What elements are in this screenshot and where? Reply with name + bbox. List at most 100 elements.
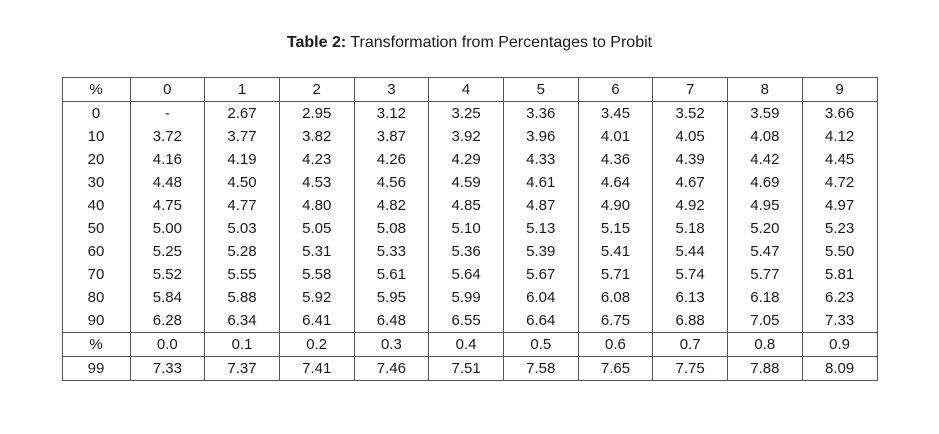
table-cell: 3.72 — [129, 125, 206, 149]
table-cell: 0 — [129, 77, 206, 103]
table-cell: 5.61 — [353, 263, 430, 287]
table-cell: 5.47 — [727, 240, 803, 264]
table-cell: 5.99 — [428, 286, 504, 310]
table-cell: % — [61, 332, 131, 358]
table-cell: 7.46 — [353, 356, 430, 381]
table-cell: 0.5 — [502, 332, 579, 358]
table-cell: 4.01 — [577, 125, 654, 149]
table-cell: 4.26 — [353, 148, 430, 172]
table-cell: 6.88 — [652, 309, 728, 333]
table-cell: 3.96 — [502, 125, 579, 149]
table-cell: 5.88 — [204, 286, 280, 310]
table-cell: 6.55 — [428, 309, 504, 333]
table-cell: 5.95 — [353, 286, 430, 310]
table-cell: 7.05 — [727, 309, 803, 333]
table-header-row: % 0 1 2 3 4 5 6 7 8 9 — [61, 77, 878, 103]
table-cell: 4.42 — [727, 148, 803, 172]
table-cell: 50 — [61, 217, 131, 241]
table-cell: 7 — [652, 77, 728, 103]
table-cell: 7.88 — [727, 356, 803, 381]
table-cell: 9 — [801, 77, 878, 103]
table-cell: 6.04 — [502, 286, 579, 310]
table-cell: 6.34 — [204, 309, 280, 333]
table-cell: 7.75 — [652, 356, 728, 381]
table-row: 30 4.48 4.50 4.53 4.56 4.59 4.61 4.64 4.67 4.69 4.… — [61, 171, 878, 195]
table-row: 10 3.72 3.77 3.82 3.87 3.92 3.96 4.01 4.05 4.08 4.… — [61, 125, 878, 149]
table-cell: 4.23 — [278, 148, 355, 172]
table-row: 0-2.67 2.95 3.12 3.25 3.36 3.45 3.52 3.59 3.66 — [61, 101, 878, 126]
table-cell: 5.64 — [428, 263, 504, 287]
table-cell: 3.77 — [204, 125, 280, 149]
table-cell: 4.08 — [727, 125, 803, 149]
table-caption: Table 2: Transformation from Percentages… — [0, 0, 939, 52]
table-row: 60 5.25 5.28 5.31 5.33 5.36 5.39 5.41 5.44 5.47 5.… — [61, 240, 878, 264]
table-row: 50 5.00 5.03 5.05 5.08 5.10 5.13 5.15 5.18 5.20 5.… — [61, 217, 878, 241]
table-cell: 4.87 — [502, 194, 579, 218]
table-cell: 5.15 — [577, 217, 654, 241]
table-cell: 3.82 — [278, 125, 355, 149]
table-cell: 5.25 — [129, 240, 206, 264]
table-cell: 4.64 — [577, 171, 654, 195]
table-cell: 6 — [577, 77, 654, 103]
table-cell: 20 — [61, 148, 131, 172]
table-cell: 7.37 — [204, 356, 280, 381]
table-cell: 3.66 — [801, 101, 878, 126]
table-cell: 3.52 — [652, 101, 728, 126]
table-cell: 4.75 — [129, 194, 206, 218]
table-cell: 0 — [61, 101, 131, 126]
table-cell: 5.84 — [129, 286, 206, 310]
table-cell: 4.53 — [278, 171, 355, 195]
table-cell: 10 — [61, 125, 131, 149]
table-cell: 5.28 — [204, 240, 280, 264]
table-cell: 6.23 — [801, 286, 878, 310]
table-cell: 0.6 — [577, 332, 654, 358]
table-cell: 5 — [502, 77, 579, 103]
table-caption-label: Table 2: — [286, 34, 347, 51]
table-cell: 5.44 — [652, 240, 728, 264]
table-cell: 4.45 — [801, 148, 878, 172]
table-row: 99 7.33 7.37 7.41 7.46 7.51 7.58 7.65 7.75 7.88 8.… — [61, 356, 878, 381]
table-cell: 5.03 — [204, 217, 280, 241]
table-cell: 5.18 — [652, 217, 728, 241]
table-cell: 3.92 — [428, 125, 504, 149]
table-cell: 4.56 — [353, 171, 430, 195]
table-cell: 4.85 — [428, 194, 504, 218]
table-cell: 6.08 — [577, 286, 654, 310]
table-cell: 0.1 — [204, 332, 280, 358]
table-cell: 3.36 — [502, 101, 579, 126]
table-cell: 6.48 — [353, 309, 430, 333]
table-cell: 70 — [61, 263, 131, 287]
table-cell: 2 — [278, 77, 355, 103]
table-cell: 5.50 — [801, 240, 878, 264]
table-cell: 4.80 — [278, 194, 355, 218]
table-row: 90 6.28 6.34 6.41 6.48 6.55 6.64 6.75 6.88 7.05 7.… — [61, 309, 878, 333]
table-cell: 4.12 — [801, 125, 878, 149]
table-cell: 6.41 — [278, 309, 355, 333]
table-cell: 5.52 — [129, 263, 206, 287]
probit-table: % 0 1 2 3 4 5 6 7 8 9 0-2.67 2.95 3.12 3.25 3.36 3.45 3.5… — [61, 77, 878, 382]
table-cell: 4.16 — [129, 148, 206, 172]
table-cell: 4.92 — [652, 194, 728, 218]
table-cell: 4.39 — [652, 148, 728, 172]
table-cell: 5.31 — [278, 240, 355, 264]
table-cell: 4.82 — [353, 194, 430, 218]
table-subheader-row: % 0.0 0.1 0.2 0.3 0.4 0.5 0.6 0.7 0.8 0.9 — [61, 332, 878, 358]
table-cell: 5.10 — [428, 217, 504, 241]
table-cell: 5.05 — [278, 217, 355, 241]
table-cell: 80 — [61, 286, 131, 310]
table-cell: 0.8 — [727, 332, 803, 358]
table-row: 40 4.75 4.77 4.80 4.82 4.85 4.87 4.90 4.92 4.95 4.… — [61, 194, 878, 218]
table-cell: 6.13 — [652, 286, 728, 310]
table-cell: 7.51 — [428, 356, 504, 381]
table-cell: 6.28 — [129, 309, 206, 333]
table-cell: 3.45 — [577, 101, 654, 126]
table-cell: 5.13 — [502, 217, 579, 241]
table-cell: 5.33 — [353, 240, 430, 264]
table-cell: 7.33 — [129, 356, 206, 381]
table-cell: 2.67 — [204, 101, 280, 126]
table-cell: 5.00 — [129, 217, 206, 241]
table-cell: 4.97 — [801, 194, 878, 218]
table-cell: 4.48 — [129, 171, 206, 195]
table-cell: 3.25 — [428, 101, 504, 126]
table-cell: 7.58 — [502, 356, 579, 381]
